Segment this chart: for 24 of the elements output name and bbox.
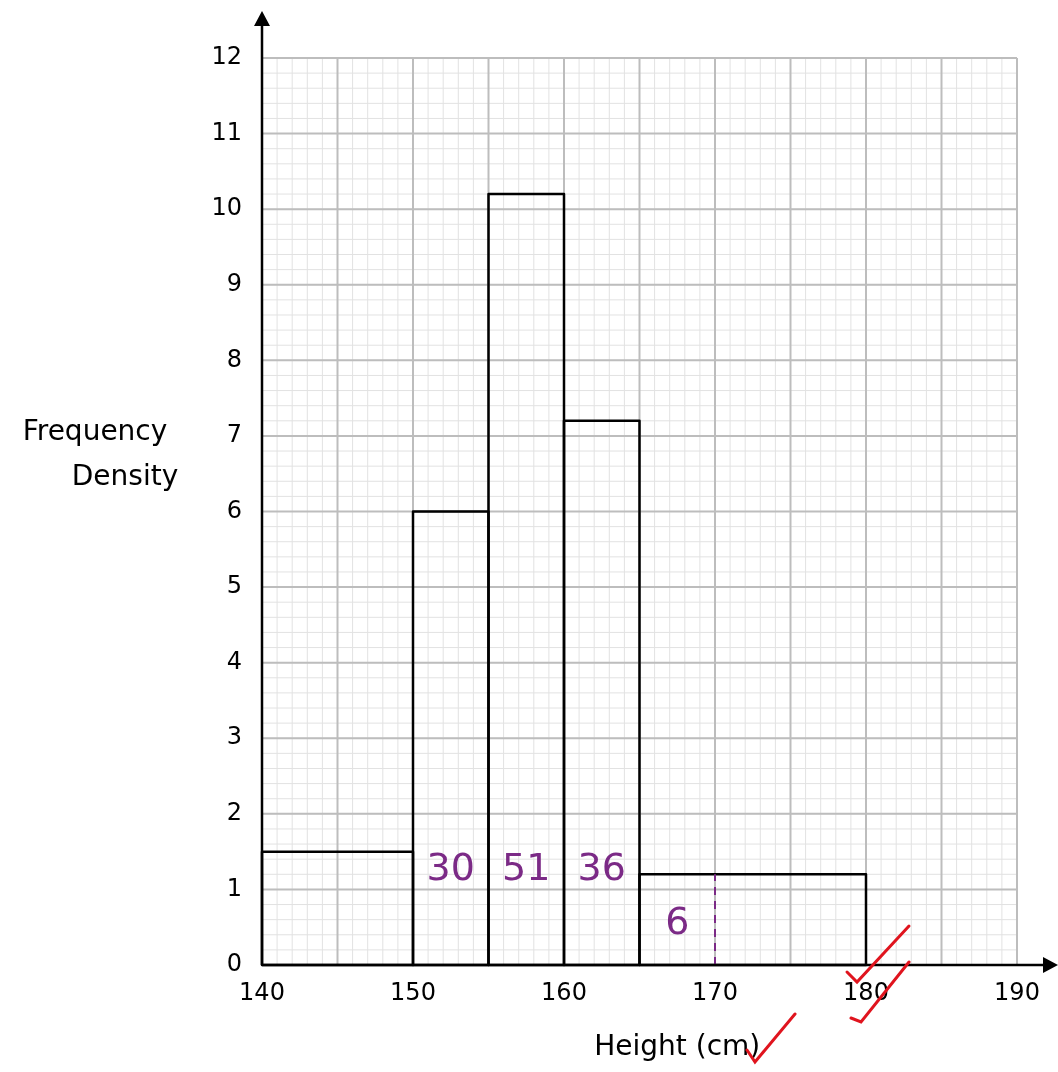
y-tick-label: 3 xyxy=(226,722,242,751)
y-tick-label: 10 xyxy=(211,193,242,222)
y-tick-label: 6 xyxy=(226,495,242,524)
annotation: 6 xyxy=(665,899,690,944)
y-tick-label: 11 xyxy=(211,117,242,146)
y-axis-title: Frequency Density xyxy=(22,414,179,492)
x-tick-label: 190 xyxy=(994,977,1040,1006)
y-tick-label: 12 xyxy=(211,42,242,71)
y-tick-label: 4 xyxy=(226,646,242,675)
y-tick-label: 1 xyxy=(226,873,242,902)
y-tick-label: 9 xyxy=(226,268,242,297)
x-tick-label: 150 xyxy=(390,977,436,1006)
y-tick-label: 2 xyxy=(226,798,242,827)
y-tick-label: 5 xyxy=(226,571,242,600)
x-tick-label: 160 xyxy=(541,977,587,1006)
y-tick-label: 0 xyxy=(226,949,242,978)
x-tick-label: 140 xyxy=(239,977,285,1006)
x-tick-label: 170 xyxy=(692,977,738,1006)
y-tick-label: 7 xyxy=(226,420,242,449)
annotation: 30 xyxy=(426,844,475,889)
annotation: 36 xyxy=(577,844,626,889)
y-tick-label: 8 xyxy=(226,344,242,373)
x-axis-title: Height (cm) xyxy=(594,1029,761,1062)
annotation: 51 xyxy=(502,844,551,889)
